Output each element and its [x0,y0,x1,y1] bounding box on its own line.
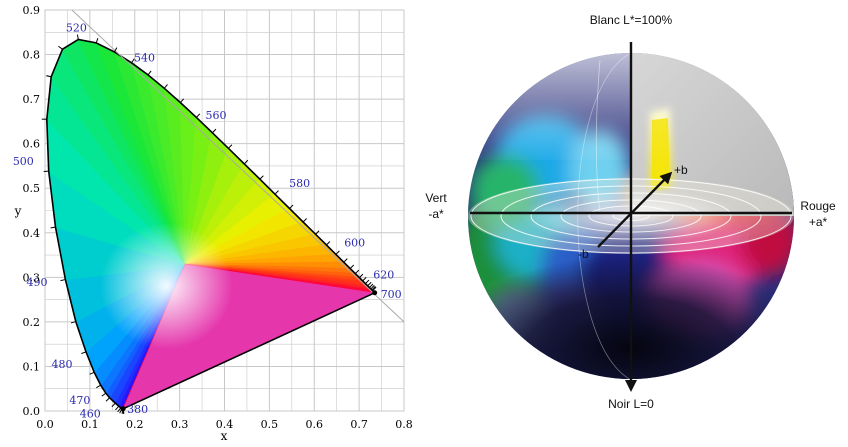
x-tick-label: 0.0 [36,418,54,431]
lab-color-sphere: Blanc L*=100% Noir L=0 Vert -a* Rouge +a… [425,13,836,411]
red-label: Rouge [800,199,836,213]
plus-a-label: +a* [809,215,828,229]
x-tick-label: 0.6 [306,418,324,431]
x-tick-label: 0.1 [81,418,99,431]
x-tick-label: 0.7 [350,418,368,431]
plus-b-label: +b [674,163,688,177]
green-label: Vert [425,191,447,205]
y-tick-label: 0.7 [23,93,41,106]
wavelength-label: 580 [289,177,310,190]
x-axis-label: x [221,429,228,443]
y-axis-label: y [14,204,22,218]
wavelength-label: 470 [69,394,90,407]
y-tick-label: 0.6 [23,138,41,151]
x-tick-label: 0.5 [261,418,279,431]
sphere-body [455,50,800,390]
y-tick-label: 0.4 [23,227,41,240]
wavelength-label: 500 [13,155,34,168]
minus-a-label: -a* [428,207,444,221]
wavelength-label: 560 [206,109,227,122]
black-label: Noir L=0 [608,397,654,411]
white-label: Blanc L*=100% [590,13,673,27]
y-tick-label: 0.0 [23,405,41,418]
y-tick-label: 0.8 [23,49,41,62]
wavelength-label: 380 [127,403,148,416]
wavelength-label: 700 [381,288,402,301]
y-tick-label: 0.5 [23,182,41,195]
x-tick-label: 0.3 [171,418,189,431]
y-tick-label: 0.2 [23,316,41,329]
wavelength-label: 480 [51,358,72,371]
y-tick-label: 0.9 [23,4,41,17]
wavelength-label: 540 [134,51,155,64]
wavelength-label: 520 [66,21,87,34]
wavelength-label: 620 [373,269,394,282]
wavelength-label: 600 [344,237,365,250]
x-tick-label: 0.8 [395,418,413,431]
y-tick-label: 0.1 [23,360,41,373]
x-tick-label: 0.2 [126,418,144,431]
y-tick-label: 0.3 [23,271,41,284]
cie-chromaticity-diagram: 380460470480490500520540560580600620700 … [13,4,413,443]
minus-b-label: -b [578,247,589,261]
